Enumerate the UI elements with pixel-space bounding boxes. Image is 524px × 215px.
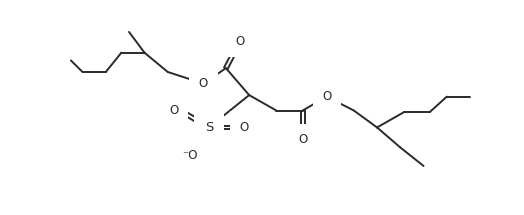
Text: O: O	[298, 133, 307, 146]
Text: ⁻O: ⁻O	[182, 149, 197, 162]
Text: O: O	[239, 121, 248, 134]
Text: O: O	[235, 35, 245, 48]
Text: O: O	[322, 90, 331, 103]
Text: O: O	[199, 77, 208, 90]
Text: O: O	[169, 104, 179, 117]
Text: S: S	[205, 121, 213, 134]
